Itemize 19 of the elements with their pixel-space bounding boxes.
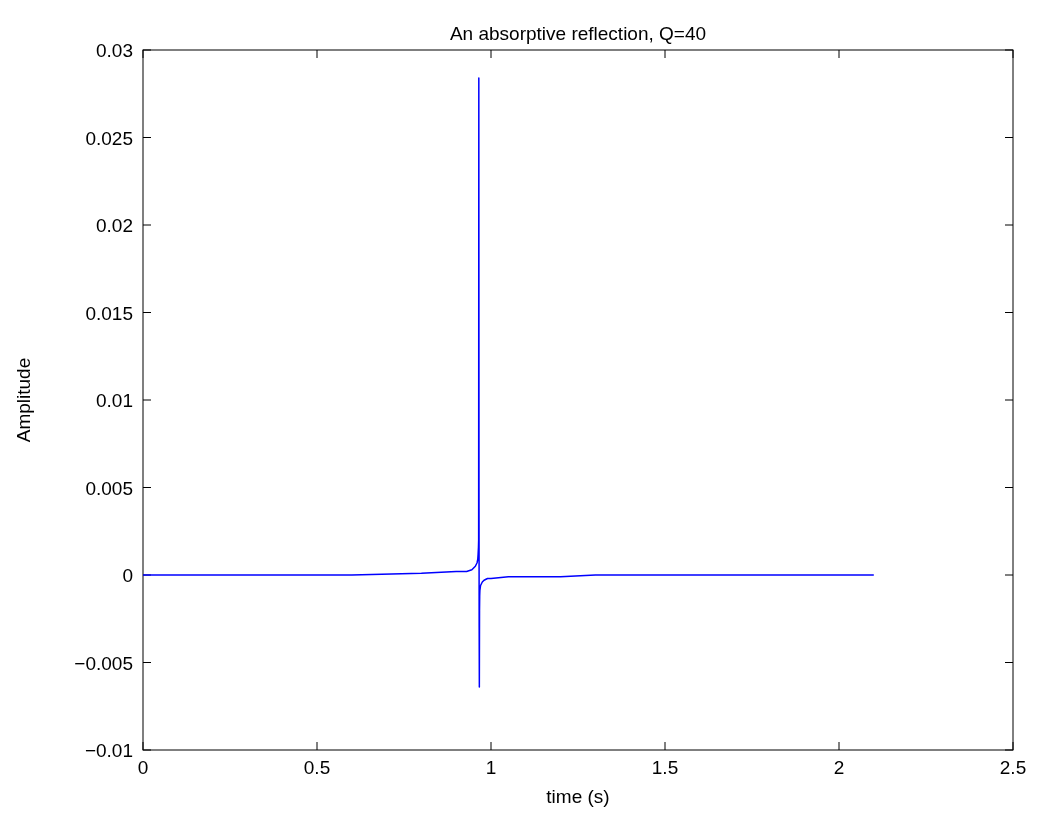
x-tick-label: 1 [485, 757, 497, 778]
line-series [142, 77, 875, 688]
y-tick-label: 0.025 [85, 127, 133, 149]
y-tick-label: −0.01 [84, 740, 133, 761]
y-tick-label: −0.005 [74, 652, 133, 674]
x-tick-label: 1.5 [651, 757, 679, 778]
y-tick-label: 0 [122, 565, 133, 586]
x-axis-title: time (s) [546, 786, 610, 807]
y-tick-label: 0.015 [85, 302, 133, 324]
chart-title: An absorptive reflection, Q=40 [449, 23, 707, 44]
x-tick-label: 2 [833, 757, 845, 778]
x-tick-label: 0.5 [303, 757, 331, 778]
y-tick-label: 0.02 [96, 215, 133, 236]
y-tick-label: 0.03 [96, 40, 133, 61]
x-tick-label: 0 [137, 757, 149, 778]
y-axis-title: Amplitude [13, 357, 34, 443]
x-tick-label: 2.5 [999, 757, 1027, 778]
y-tick-label: 0.005 [85, 477, 133, 499]
y-tick-label: 0.01 [96, 390, 133, 411]
